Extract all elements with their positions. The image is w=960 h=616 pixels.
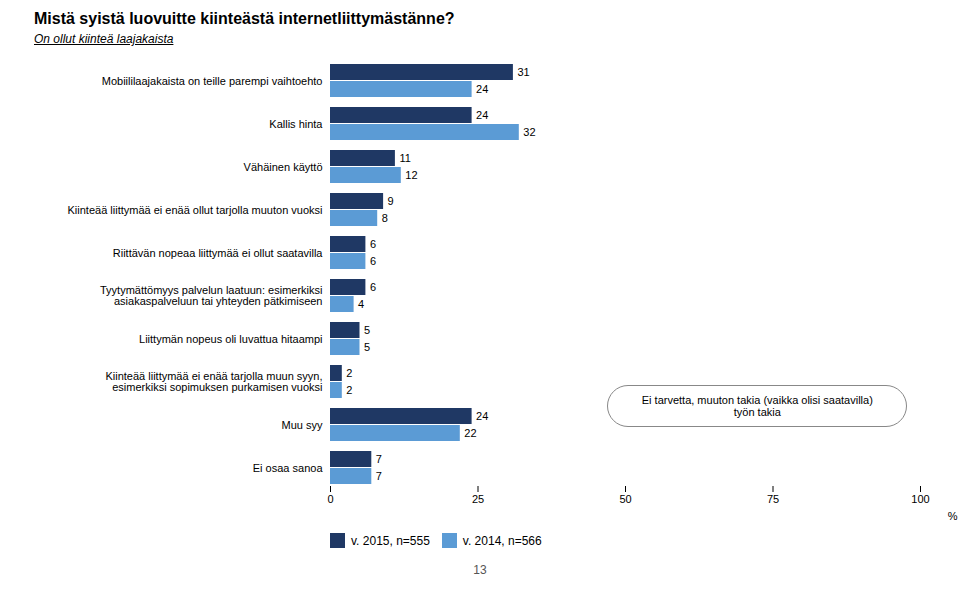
svg-text:0: 0 — [327, 493, 333, 505]
html-text:v. 2015, n=555: v. 2015, n=555 — [351, 533, 430, 548]
svg-text:100: 100 — [911, 493, 929, 505]
svg-text:Kiinteää liittymää ei enää tar: Kiinteää liittymää ei enää tarjolla muun… — [105, 370, 322, 393]
svg-text:24: 24 — [476, 109, 488, 121]
svg-text:7: 7 — [376, 470, 382, 482]
html-text:v. 2014, n=566: v. 2014, n=566 — [462, 533, 542, 548]
svg-text:5: 5 — [364, 341, 370, 353]
svg-text:75: 75 — [767, 493, 779, 505]
svg-text:50: 50 — [619, 493, 631, 505]
svg-text:Kallis hinta: Kallis hinta — [269, 118, 323, 130]
svg-text:2: 2 — [346, 384, 352, 396]
svg-text:9: 9 — [388, 195, 394, 207]
svg-text:31: 31 — [517, 66, 529, 78]
svg-text:11: 11 — [399, 152, 410, 164]
svg-text:Vähäinen käyttö: Vähäinen käyttö — [244, 161, 323, 173]
svg-text:Muu syy: Muu syy — [282, 419, 323, 431]
html-text:Mistä syistä luovuitte kiinteä: Mistä syistä luovuitte kiinteästä intern… — [34, 10, 455, 27]
html-text:On ollut kiinteä laajakaista: On ollut kiinteä laajakaista — [34, 32, 174, 46]
svg-text:5: 5 — [364, 324, 370, 336]
svg-text:8: 8 — [382, 212, 388, 224]
svg-text:2: 2 — [346, 367, 352, 379]
svg-text:Tyytymättömyys palvelun laatuu: Tyytymättömyys palvelun laatuun: esimerk… — [100, 284, 323, 307]
svg-text:Mobiililaajakaista on teille p: Mobiililaajakaista on teille parempi vai… — [102, 75, 323, 87]
svg-text:4: 4 — [358, 298, 364, 310]
html-text:Ei tarvetta, muuton takia (vai: Ei tarvetta, muuton takia (vaikka olisi … — [641, 394, 873, 418]
svg-text:Kiinteää liittymää ei enää oll: Kiinteää liittymää ei enää ollut tarjoll… — [68, 204, 323, 216]
svg-text:Riittävän nopeaa liittymää ei: Riittävän nopeaa liittymää ei ollut saat… — [113, 247, 324, 259]
svg-text:6: 6 — [370, 238, 376, 250]
svg-text:24: 24 — [476, 83, 488, 95]
svg-text:22: 22 — [464, 427, 476, 439]
svg-text:7: 7 — [376, 453, 382, 465]
svg-text:6: 6 — [370, 255, 376, 267]
svg-text:32: 32 — [523, 126, 535, 138]
svg-text:25: 25 — [472, 493, 484, 505]
svg-text:12: 12 — [405, 169, 417, 181]
html-text:13: 13 — [473, 563, 487, 577]
svg-text:%: % — [948, 510, 958, 522]
svg-text:6: 6 — [370, 281, 376, 293]
svg-text:Liittymän nopeus oli luvattua: Liittymän nopeus oli luvattua hitaampi — [139, 333, 322, 345]
svg-text:Ei osaa sanoa: Ei osaa sanoa — [253, 462, 324, 474]
svg-text:24: 24 — [476, 410, 488, 422]
